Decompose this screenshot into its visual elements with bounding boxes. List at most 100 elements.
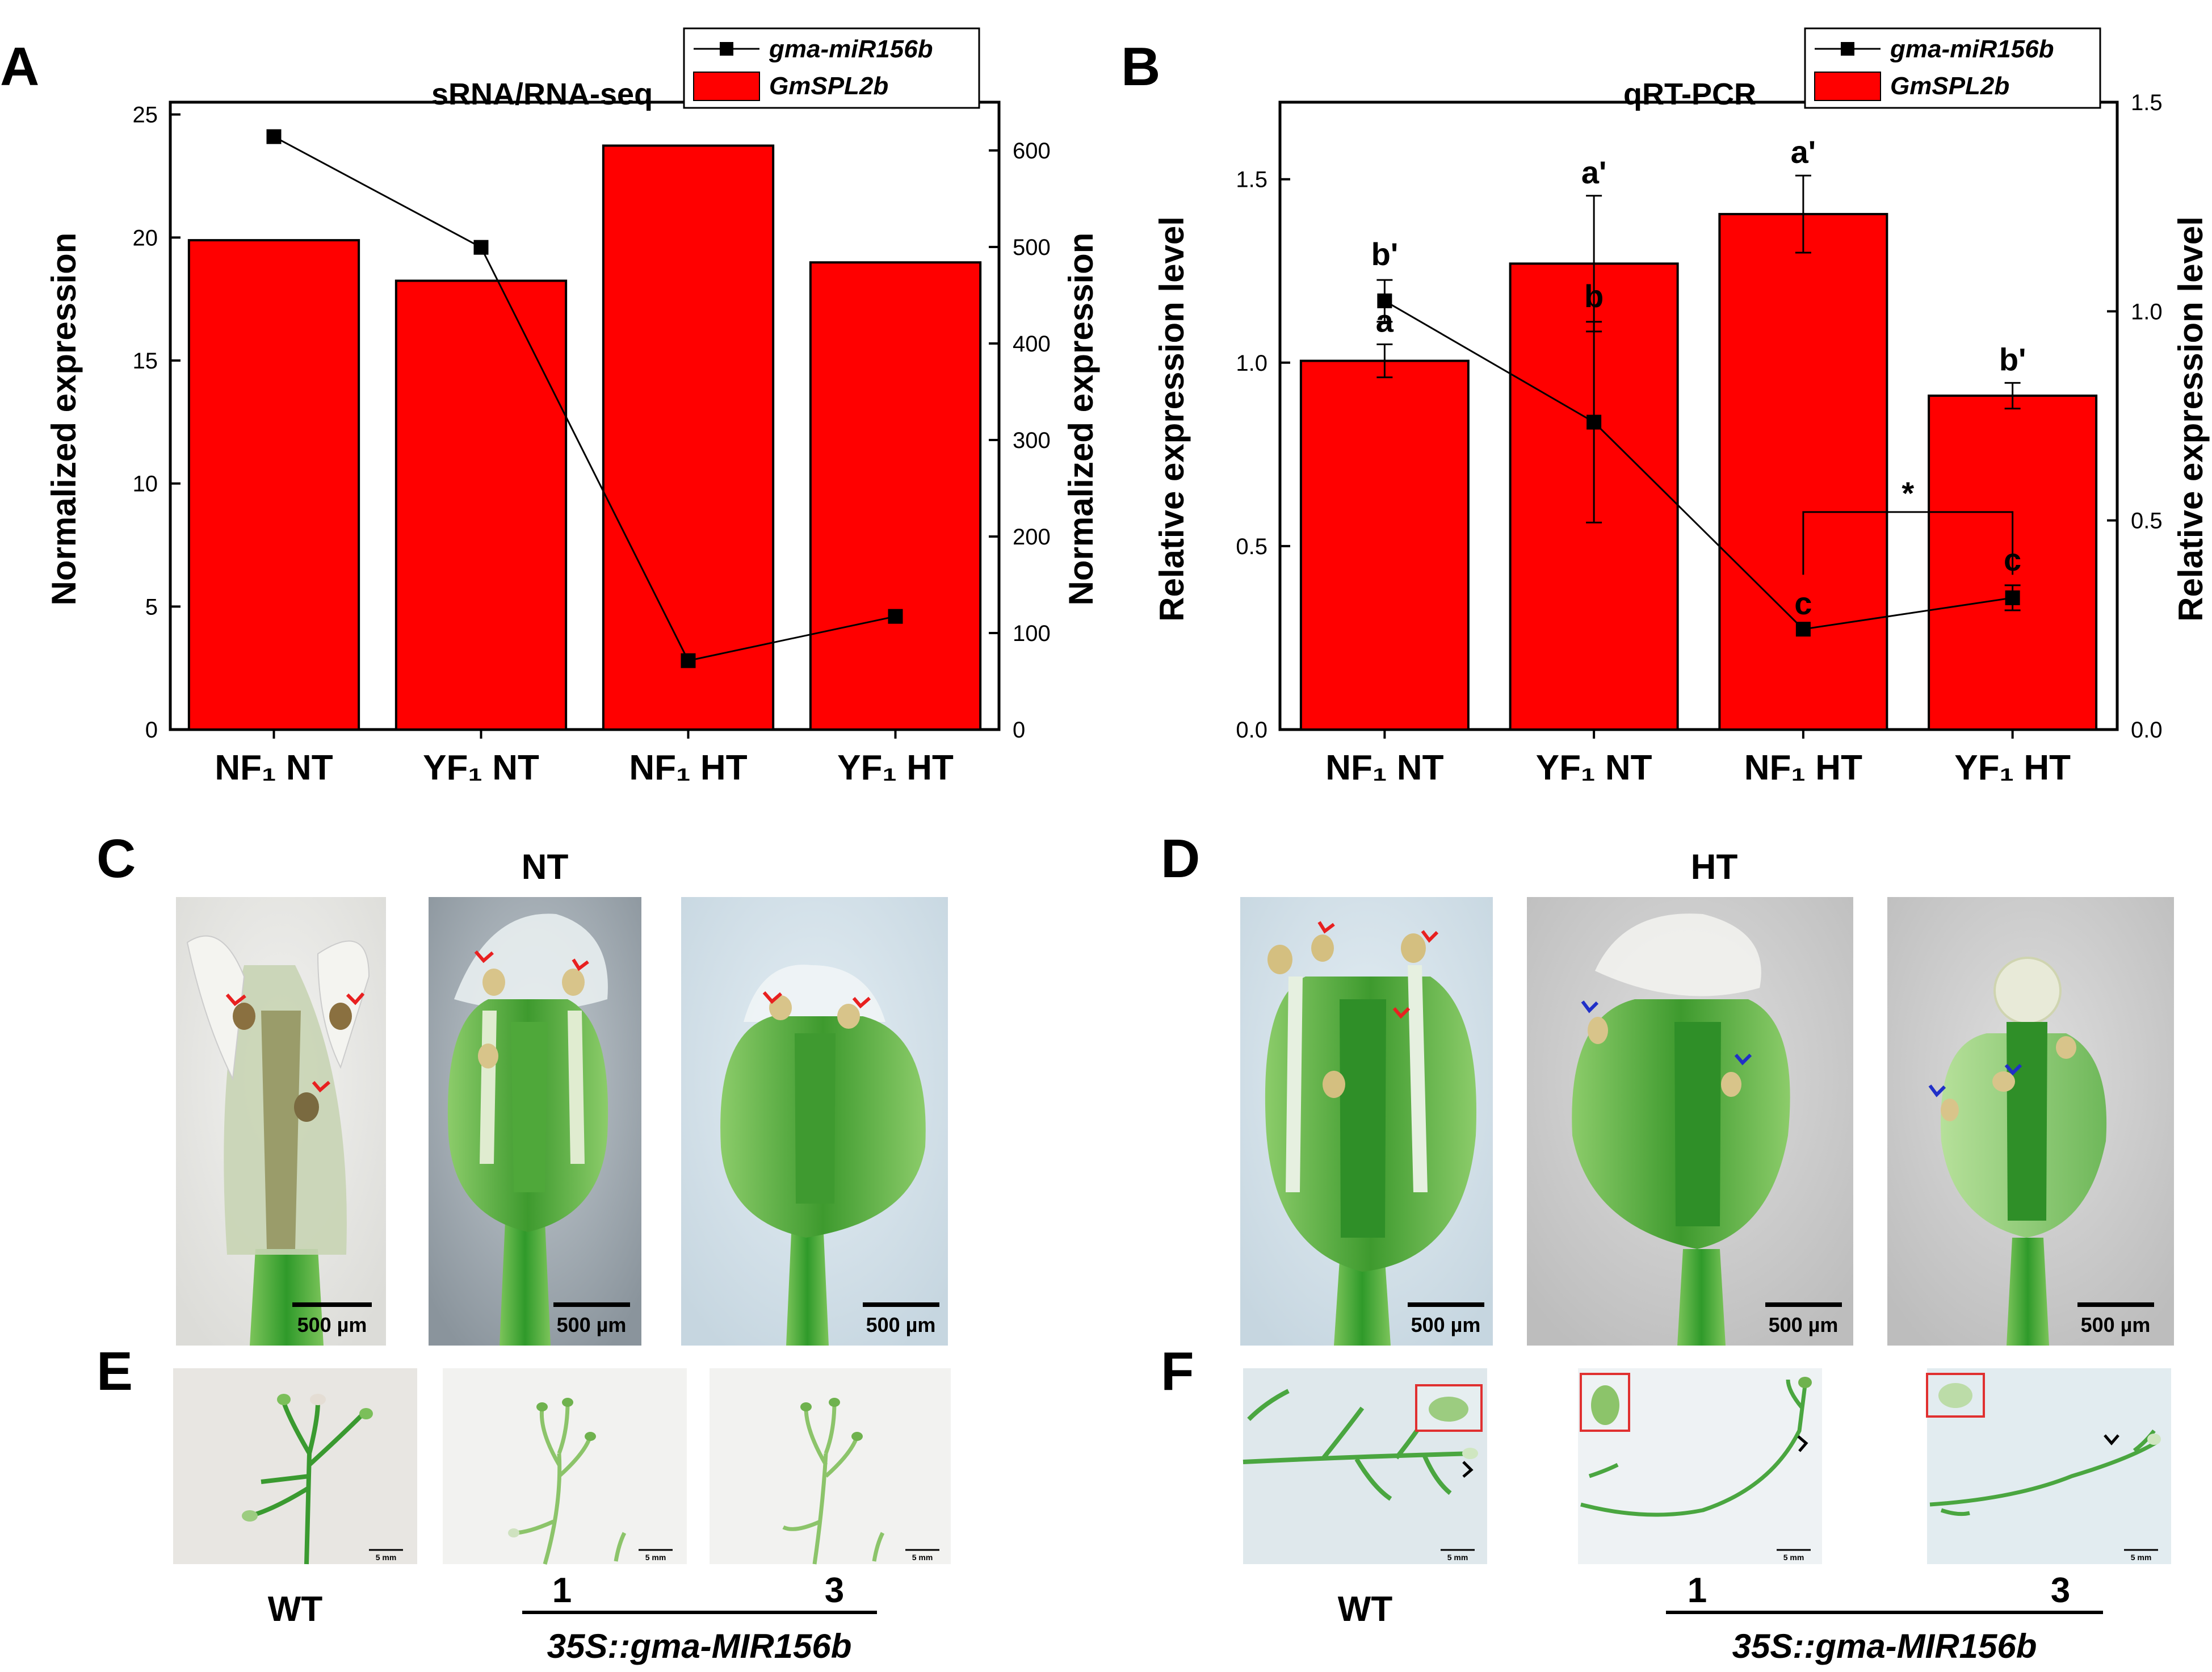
bar-2 xyxy=(394,279,568,731)
stem-shape xyxy=(249,1401,365,1565)
red-arrowhead-icon xyxy=(474,950,494,963)
black-arrowhead-icon xyxy=(1462,1461,1474,1478)
flower-photo-c3: 500 µm xyxy=(681,897,948,1346)
panel-d: D HT 500 µm xyxy=(1161,828,2174,1346)
point-significance-label: c xyxy=(2004,542,2021,577)
mir156b-point-2 xyxy=(1586,414,1602,430)
x-tick-label: YF₁ HT xyxy=(837,748,954,787)
chart-b-plot-frame xyxy=(1278,100,2119,731)
bar-significance-label: a' xyxy=(1581,154,1606,190)
mir156b-point-4 xyxy=(888,609,903,624)
bar-1 xyxy=(1299,359,1470,731)
anther-shape xyxy=(1721,1072,1741,1097)
red-arrowhead-icon xyxy=(225,994,246,1007)
point-significance-label: b xyxy=(1584,278,1604,314)
red-arrowhead-icon xyxy=(346,992,365,1005)
inflorescence-photo-f3: 5 mm xyxy=(1926,1368,2171,1564)
flower-bud-shape xyxy=(310,1394,326,1405)
stem-shape xyxy=(786,1221,829,1346)
y-tick-label: 1.0 xyxy=(1236,351,1267,376)
scale-bar-label: 500 µm xyxy=(2081,1313,2151,1336)
red-arrowhead-icon xyxy=(1392,1007,1411,1019)
x-tick-label: YF₁ NT xyxy=(1536,748,1652,787)
flower-bud-shape xyxy=(277,1394,291,1405)
chart-a-right-ticks: 0 100 200 300 400 500 600 xyxy=(989,139,1051,743)
y-tick-label: 400 xyxy=(1013,332,1051,357)
mir156b-point-3 xyxy=(1795,622,1811,637)
mir156b-point-2 xyxy=(473,240,489,255)
inflorescence-photo-e2: 5 mm xyxy=(443,1368,687,1565)
petal-shape xyxy=(1595,913,1761,996)
panel-f: F 5 mm 5 mm xyxy=(1161,1341,2171,1665)
panel-label-f: F xyxy=(1161,1341,1194,1402)
red-arrowhead-icon xyxy=(852,996,871,1009)
flower-bud-shape xyxy=(1798,1377,1812,1388)
y-tick-label: 300 xyxy=(1013,428,1051,453)
panel-b: B qRT-PCR aa'a'b' * b'bcc 0.00.51.01.5 0… xyxy=(1121,27,2210,787)
y-tick-label: 100 xyxy=(1013,621,1051,646)
inset-flower-shape xyxy=(1591,1385,1619,1425)
stem-shape xyxy=(2007,1238,2049,1346)
anther-shape xyxy=(1941,1099,1959,1121)
flower-bud-shape xyxy=(562,1398,573,1407)
stigma-shape xyxy=(1993,957,2062,1025)
chart-b-right-ticks: 0.0 0.5 1.0 1.5 xyxy=(2107,90,2163,743)
flower-photo-d1: 500 µm xyxy=(1240,897,1493,1346)
panel-label-c: C xyxy=(96,828,136,889)
scale-bar-label: 5 mm xyxy=(2131,1553,2152,1562)
inflorescence-photo-f2: 5 mm xyxy=(1578,1368,1822,1564)
red-arrowhead-icon xyxy=(312,1080,330,1093)
y-tick-label: 0 xyxy=(145,718,158,743)
anther-shape xyxy=(294,1092,319,1122)
petal-shape xyxy=(186,935,245,1081)
x-tick-label: NF₁ NT xyxy=(1325,748,1443,787)
blue-arrowhead-icon xyxy=(1581,1000,1599,1013)
y-tick-label: 200 xyxy=(1013,525,1051,550)
x-tick-label: NF₁ HT xyxy=(1744,748,1862,787)
stem-shape xyxy=(1677,1249,1726,1346)
chart-b-legend-spl: GmSPL2b xyxy=(1890,72,2009,100)
panel-label-d: D xyxy=(1161,828,1200,889)
flower-bud-shape xyxy=(242,1510,258,1522)
blue-arrowhead-icon xyxy=(1928,1084,1946,1097)
bar-significance-label: a' xyxy=(1791,134,1816,170)
y-tick-label: 0.5 xyxy=(1236,534,1267,559)
chart-b-legend: gma-miR156b GmSPL2b xyxy=(1804,27,2101,109)
y-tick-label: 0.0 xyxy=(1236,718,1267,743)
inflorescence-photo-f1: 5 mm xyxy=(1243,1368,1487,1564)
scale-bar-label: 500 µm xyxy=(1411,1313,1481,1336)
anther-shape xyxy=(769,995,792,1020)
anther-shape xyxy=(1588,1017,1608,1044)
bar-significance-label: b' xyxy=(1999,341,2026,377)
bar-1 xyxy=(187,239,360,731)
red-arrowhead-icon xyxy=(1317,921,1335,934)
stem-shape xyxy=(1334,1260,1391,1346)
panel-c: C NT 500 µm xyxy=(96,828,948,1346)
scale-bar-label: 5 mm xyxy=(376,1553,397,1562)
chart-a-title: sRNA/RNA-seq xyxy=(431,77,653,111)
line-label-1: 1 xyxy=(1688,1571,1707,1610)
chart-b-category-labels: NF₁ NT YF₁ NT NF₁ HT YF₁ HT xyxy=(1325,730,2071,787)
anther-shape xyxy=(1992,1071,2015,1092)
panel-e: E 5 mm 5 mm 5 xyxy=(96,1341,951,1665)
photo-background xyxy=(710,1368,951,1564)
chart-b-bars: aa'a'b' xyxy=(1299,134,2098,731)
transgene-label: 35S::gma-MIR156b xyxy=(547,1627,852,1665)
scale-bar-label: 500 µm xyxy=(297,1313,367,1336)
chart-b-ylabel-left: Relative expression level xyxy=(1153,216,1191,622)
blue-arrowhead-icon xyxy=(1734,1053,1752,1066)
transgene-label: 35S::gma-MIR156b xyxy=(1732,1627,2037,1665)
anther-shape xyxy=(837,1004,860,1029)
flower-bud-shape xyxy=(1462,1448,1478,1459)
x-tick-label: NF₁ NT xyxy=(215,748,333,787)
anther-shape xyxy=(1311,935,1334,962)
stem-shape xyxy=(1243,1389,1476,1501)
stamen-shape xyxy=(568,1011,585,1164)
stem-shape xyxy=(500,1221,551,1346)
scale-bar-label: 5 mm xyxy=(1783,1553,1804,1562)
stem-shape xyxy=(1929,1429,2158,1516)
chart-a-legend-mir: gma-miR156b xyxy=(769,35,933,63)
flower-photo-d3: 500 µm xyxy=(1887,897,2174,1346)
pistil-shape xyxy=(2007,1022,2047,1221)
anther-shape xyxy=(482,969,505,996)
